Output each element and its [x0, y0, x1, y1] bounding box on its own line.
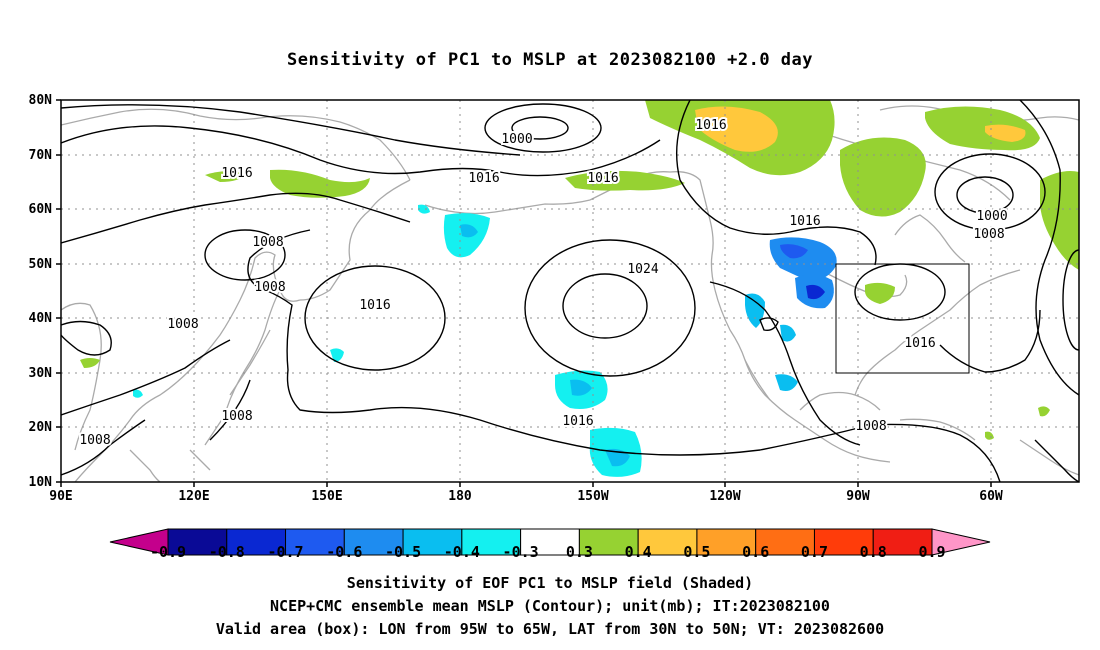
colorbar-tick-label: 0.7: [801, 543, 828, 561]
colorbar-tick-label: 0.3: [566, 543, 593, 561]
contour-label: 1016: [904, 336, 935, 351]
lat-label: 80N: [29, 93, 53, 108]
colorbar-tick-label: 0.4: [625, 543, 652, 561]
colorbar-tick-label: -0.6: [326, 543, 362, 561]
chart-title: Sensitivity of PC1 to MSLP at 2023082100…: [286, 50, 813, 70]
contour-label: 1016: [468, 171, 499, 186]
lon-label: 120E: [178, 489, 209, 504]
lat-label: 70N: [29, 148, 53, 163]
colorbar-tick-label: -0.8: [209, 543, 245, 561]
lon-label: 90W: [846, 489, 870, 504]
map-area: 1016 1000 1016 1016 1016 1008 1008 1016 …: [61, 100, 1079, 482]
lat-label: 50N: [29, 257, 53, 272]
caption-line-1: Sensitivity of EOF PC1 to MSLP field (Sh…: [346, 574, 754, 592]
colorbar-tick-label: -0.3: [503, 543, 539, 561]
contour-label: 1016: [359, 298, 390, 313]
lat-label: 20N: [29, 420, 53, 435]
lon-label: 180: [448, 489, 472, 504]
lon-label: 60W: [979, 489, 1003, 504]
map-frame: [60, 99, 1080, 483]
colorbar-tick-label: -0.5: [385, 543, 421, 561]
lon-label: 150W: [577, 489, 608, 504]
contour-label: 1016: [562, 414, 593, 429]
colorbar-tick-label: 0.6: [742, 543, 769, 561]
contour-label: 1000: [976, 209, 1007, 224]
colorbar-swatch: [167, 528, 228, 556]
lon-label: 120W: [709, 489, 740, 504]
colorbar-tick-label: 0.5: [683, 543, 710, 561]
colorbar-swatch: [637, 528, 698, 556]
lat-label: 30N: [29, 366, 53, 381]
colorbar-swatch: [226, 528, 287, 556]
lat-label: 60N: [29, 202, 53, 217]
colorbar-swatch: [755, 528, 815, 556]
colorbar-tick-label: -0.9: [150, 543, 186, 561]
contour-label: 1016: [789, 214, 820, 229]
mslp-contours: [61, 100, 1079, 482]
lon-label: 90E: [49, 489, 72, 504]
colorbar-swatch: [402, 528, 463, 556]
contour-label: 1008: [252, 235, 283, 250]
contour-label: 1008: [254, 280, 285, 295]
lat-label: 10N: [29, 475, 53, 490]
colorbar-tick-label: 0.8: [860, 543, 887, 561]
contour-label: 1016: [695, 118, 726, 133]
colorbar-swatch: [285, 528, 345, 556]
contour-label: 1008: [221, 409, 252, 424]
graticule: [61, 100, 1079, 482]
colorbar-arrow-high: [931, 528, 991, 556]
contour-label: 1016: [587, 171, 618, 186]
valid-area-box: [835, 263, 970, 374]
contour-label: 1008: [167, 317, 198, 332]
colorbar-swatch: [872, 528, 933, 556]
contour-label: 1008: [973, 227, 1004, 242]
colorbar-swatch: [520, 528, 580, 556]
lon-label: 150E: [311, 489, 342, 504]
colorbar-tick-label: 0.9: [918, 543, 945, 561]
contour-label: 1008: [79, 433, 110, 448]
colorbar: -0.9 -0.8 -0.7 -0.6 -0.5 -0.4 -0.3 0.3 0.4 0.5 0.6…: [109, 528, 991, 561]
contour-label: 1024: [627, 262, 658, 277]
contour-label: 1008: [855, 419, 886, 434]
caption-line-2: NCEP+CMC ensemble mean MSLP (Contour); u…: [270, 597, 830, 615]
colorbar-tick-label: -0.7: [267, 543, 303, 561]
axis-ticks: [56, 99, 992, 487]
contour-label: 1016: [221, 166, 252, 181]
lat-label: 40N: [29, 311, 53, 326]
sensitivity-shading: [80, 100, 1079, 477]
colorbar-tick-label: -0.4: [444, 543, 480, 561]
caption-line-3: Valid area (box): LON from 95W to 65W, L…: [215, 620, 885, 638]
colorbar-swatch: [696, 528, 757, 556]
contour-label: 1000: [501, 132, 532, 147]
